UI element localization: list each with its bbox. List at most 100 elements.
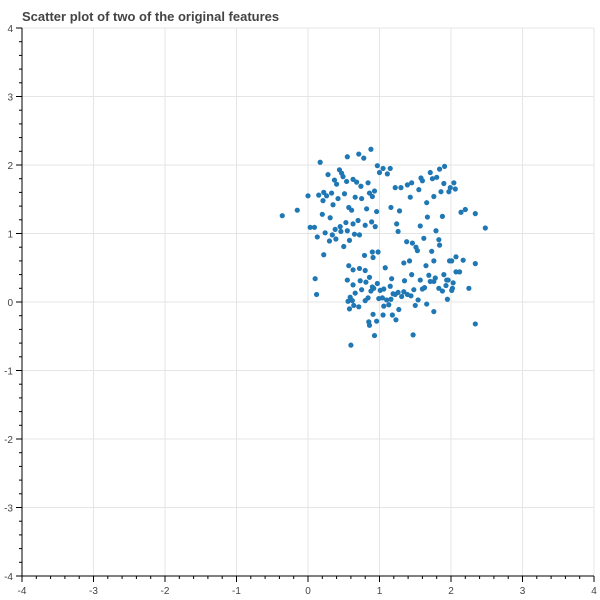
- data-point: [439, 288, 446, 294]
- x-tick-label: 1: [377, 586, 383, 597]
- data-point: [409, 240, 415, 246]
- data-point: [423, 263, 429, 269]
- data-point: [319, 211, 325, 217]
- data-point: [424, 214, 431, 220]
- data-point: [371, 188, 378, 194]
- data-point: [482, 225, 488, 231]
- data-point: [409, 272, 415, 278]
- data-point: [371, 332, 378, 339]
- data-point: [380, 312, 386, 318]
- data-point: [346, 237, 353, 243]
- data-point: [393, 317, 399, 323]
- data-point: [313, 291, 320, 298]
- chart-title: Scatter plot of two of the original feat…: [22, 9, 280, 24]
- data-point: [326, 238, 333, 244]
- data-point: [323, 193, 330, 199]
- data-point: [374, 318, 380, 324]
- data-point: [351, 302, 357, 309]
- data-point: [362, 267, 368, 274]
- y-tick-label: 3: [7, 93, 13, 104]
- data-point: [399, 293, 405, 300]
- y-tick-label: -1: [4, 367, 13, 378]
- data-points: [279, 146, 488, 348]
- data-point: [312, 276, 318, 282]
- data-point: [387, 283, 393, 289]
- data-point: [372, 224, 378, 230]
- data-point: [374, 163, 380, 169]
- data-point: [436, 166, 443, 172]
- data-point: [350, 267, 356, 273]
- data-point: [279, 213, 285, 219]
- data-point: [411, 287, 417, 293]
- data-point: [365, 180, 371, 186]
- data-point: [349, 298, 355, 304]
- x-tick-label: -1: [232, 586, 241, 597]
- y-tick-label: -4: [4, 572, 13, 583]
- data-point: [472, 211, 478, 217]
- data-point: [453, 269, 459, 275]
- data-point: [349, 207, 355, 213]
- data-point: [417, 277, 423, 283]
- data-point: [446, 189, 452, 195]
- data-point: [406, 258, 413, 264]
- data-point: [366, 190, 373, 196]
- x-tick-label: 3: [520, 586, 526, 597]
- data-point: [344, 178, 350, 185]
- data-point: [344, 277, 350, 283]
- data-point: [441, 180, 447, 187]
- data-point: [361, 252, 368, 259]
- data-point: [352, 290, 358, 296]
- data-point: [344, 154, 350, 160]
- data-point: [394, 221, 400, 227]
- data-point: [427, 169, 433, 176]
- data-point: [345, 298, 351, 304]
- data-point: [307, 224, 313, 230]
- data-point: [441, 163, 448, 169]
- data-point: [451, 180, 457, 186]
- data-point: [321, 189, 327, 195]
- y-tick-label: 1: [7, 230, 13, 241]
- data-point: [337, 224, 343, 230]
- axes: -4 -3 -2 -1 0 1 2 3 4 -4 -3 -2 -1 0 1 2 3 4: [4, 24, 597, 597]
- data-point: [429, 248, 435, 254]
- data-point: [404, 182, 410, 188]
- data-point: [438, 189, 444, 195]
- data-point: [329, 232, 335, 238]
- data-point: [384, 297, 390, 303]
- data-point: [364, 206, 370, 212]
- data-point: [414, 248, 420, 254]
- data-point: [456, 269, 463, 275]
- data-point: [386, 302, 392, 308]
- data-point: [352, 194, 358, 200]
- x-tick-label: -3: [89, 586, 98, 597]
- x-tick-label: -4: [18, 586, 27, 597]
- y-tick-label: -2: [4, 435, 13, 446]
- data-point: [305, 193, 311, 199]
- data-point: [450, 280, 456, 286]
- data-point: [389, 312, 395, 318]
- data-point: [370, 254, 376, 261]
- data-point: [331, 177, 338, 183]
- y-tick-label: 0: [7, 298, 13, 309]
- data-point: [350, 176, 356, 182]
- data-point: [338, 228, 344, 235]
- data-point: [409, 180, 415, 186]
- data-point: [368, 146, 374, 152]
- data-point: [351, 231, 358, 237]
- data-point: [388, 296, 394, 302]
- data-point: [363, 279, 369, 285]
- data-point: [361, 155, 367, 161]
- data-point: [441, 272, 447, 278]
- data-point: [355, 217, 361, 224]
- data-point: [362, 298, 368, 304]
- data-point: [381, 303, 387, 309]
- data-point: [366, 274, 373, 280]
- data-point: [387, 165, 393, 172]
- data-point: [350, 282, 356, 288]
- data-point: [429, 176, 436, 182]
- data-point: [339, 170, 345, 176]
- y-tick-label: -3: [4, 504, 13, 515]
- data-point: [426, 272, 432, 278]
- data-point: [431, 308, 437, 315]
